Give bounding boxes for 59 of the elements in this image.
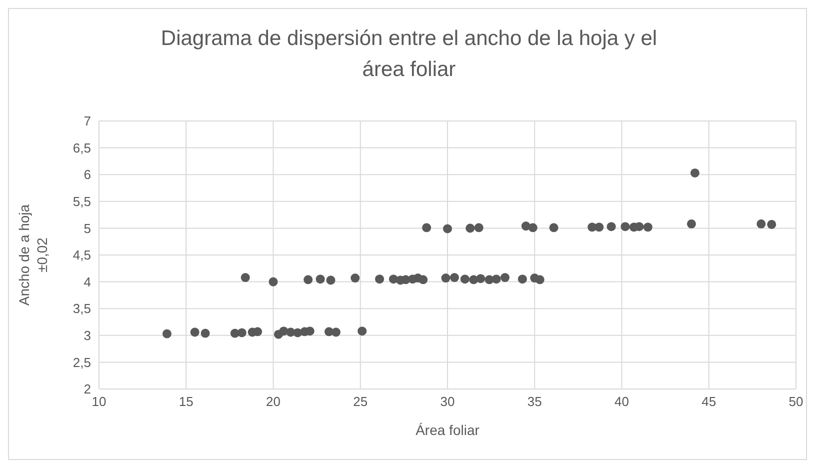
x-axis-title: Área foliar: [416, 422, 480, 438]
x-tick-label: 50: [788, 394, 804, 410]
x-tick-label: 35: [527, 394, 542, 410]
point: [474, 223, 484, 232]
y-tick-label: 5: [84, 220, 91, 236]
point: [190, 328, 200, 337]
point: [528, 223, 538, 232]
y-tick-label: 7: [84, 114, 91, 129]
point: [422, 223, 432, 232]
y-axis-title: Ancho de a hoja ±0,02: [16, 204, 50, 306]
point: [240, 273, 250, 282]
point: [476, 274, 486, 284]
point: [606, 222, 616, 232]
x-tick-label: 40: [614, 394, 629, 410]
point: [500, 273, 510, 282]
y-tick-label: 2: [84, 382, 91, 397]
chart-title: Diagrama de dispersión entre el ancho de la hoja y el área foliar: [160, 26, 658, 83]
point: [442, 224, 452, 234]
x-tick-label: 15: [178, 394, 194, 410]
point: [549, 223, 558, 232]
point: [375, 274, 384, 284]
point: [756, 219, 766, 228]
point: [200, 328, 210, 338]
point: [304, 275, 313, 284]
y-tick-label: 2,5: [72, 354, 91, 370]
point: [690, 168, 700, 178]
point: [418, 275, 428, 284]
y-tick-label: 6: [84, 167, 91, 182]
point: [518, 274, 527, 284]
x-tick-label: 45: [702, 394, 716, 410]
point: [620, 222, 630, 232]
point: [643, 222, 652, 232]
point: [237, 328, 246, 338]
point: [268, 277, 278, 286]
point: [460, 274, 470, 284]
y-tick-label: 6,5: [72, 140, 91, 156]
x-tick-label: 20: [266, 394, 280, 410]
y-tick-label: 4,5: [72, 248, 91, 263]
y-tick-label: 3: [84, 328, 91, 344]
point: [441, 274, 450, 283]
point: [316, 274, 325, 284]
point: [492, 274, 501, 284]
point: [350, 274, 360, 283]
y-tick-label: 4: [84, 274, 91, 290]
x-tick-label: 25: [353, 394, 368, 410]
point: [535, 275, 544, 284]
x-tick-label: 30: [440, 394, 455, 410]
point: [450, 273, 459, 282]
point: [594, 222, 604, 232]
x-tick-label: 10: [92, 394, 106, 410]
point: [162, 329, 172, 338]
point: [331, 328, 340, 337]
point: [358, 326, 367, 336]
point: [466, 224, 475, 233]
y-tick-label: 3,5: [72, 301, 91, 316]
point: [686, 219, 696, 228]
point: [326, 276, 336, 285]
y-tick-label: 5,5: [72, 194, 91, 210]
point: [767, 220, 776, 229]
